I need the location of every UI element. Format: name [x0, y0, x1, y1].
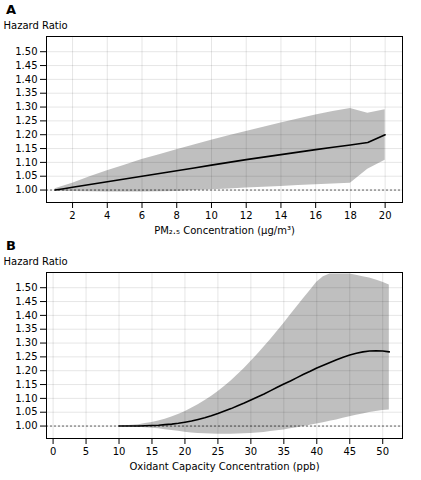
svg-text:1.05: 1.05 — [15, 170, 37, 181]
svg-text:50: 50 — [376, 446, 389, 457]
svg-text:6: 6 — [139, 210, 145, 221]
svg-text:Hazard Ratio: Hazard Ratio — [4, 256, 68, 267]
svg-text:1.25: 1.25 — [15, 115, 37, 126]
svg-text:Oxidant Capacity Concentration: Oxidant Capacity Concentration (ppb) — [129, 461, 319, 472]
svg-text:10: 10 — [113, 446, 126, 457]
svg-text:1.20: 1.20 — [15, 365, 37, 376]
svg-text:1.35: 1.35 — [15, 323, 37, 334]
svg-text:1.30: 1.30 — [15, 101, 37, 112]
svg-text:1.05: 1.05 — [15, 406, 37, 417]
svg-text:1.30: 1.30 — [15, 337, 37, 348]
svg-text:8: 8 — [174, 210, 180, 221]
svg-text:1.45: 1.45 — [15, 296, 37, 307]
svg-text:0: 0 — [50, 446, 56, 457]
svg-text:16: 16 — [309, 210, 322, 221]
svg-text:30: 30 — [245, 446, 258, 457]
svg-text:18: 18 — [344, 210, 357, 221]
svg-text:40: 40 — [310, 446, 323, 457]
svg-text:1.15: 1.15 — [15, 379, 37, 390]
svg-text:45: 45 — [343, 446, 356, 457]
svg-text:12: 12 — [240, 210, 253, 221]
svg-text:1.45: 1.45 — [15, 60, 37, 71]
svg-text:1.40: 1.40 — [15, 74, 37, 85]
svg-text:1.15: 1.15 — [15, 143, 37, 154]
svg-text:35: 35 — [277, 446, 290, 457]
svg-text:1.25: 1.25 — [15, 351, 37, 362]
svg-text:1.10: 1.10 — [15, 393, 37, 404]
svg-text:20: 20 — [179, 446, 192, 457]
svg-text:2: 2 — [69, 210, 75, 221]
html-text:A: A — [6, 2, 17, 17]
svg-text:1.10: 1.10 — [15, 157, 37, 168]
svg-text:10: 10 — [205, 210, 218, 221]
svg-text:14: 14 — [275, 210, 288, 221]
svg-text:1.00: 1.00 — [15, 184, 37, 195]
svg-text:25: 25 — [212, 446, 225, 457]
svg-text:1.50: 1.50 — [15, 282, 37, 293]
svg-text:15: 15 — [146, 446, 159, 457]
svg-text:4: 4 — [104, 210, 110, 221]
svg-text:5: 5 — [83, 446, 89, 457]
svg-text:1.20: 1.20 — [15, 129, 37, 140]
svg-text:1.35: 1.35 — [15, 87, 37, 98]
svg-text:PM₂.₅ Concentration (μg/m³): PM₂.₅ Concentration (μg/m³) — [154, 225, 295, 236]
svg-text:20: 20 — [379, 210, 392, 221]
html-text:B: B — [6, 238, 16, 253]
svg-text:Hazard Ratio: Hazard Ratio — [4, 20, 68, 31]
svg-text:1.50: 1.50 — [15, 46, 37, 57]
svg-text:1.00: 1.00 — [15, 420, 37, 431]
svg-text:1.40: 1.40 — [15, 310, 37, 321]
